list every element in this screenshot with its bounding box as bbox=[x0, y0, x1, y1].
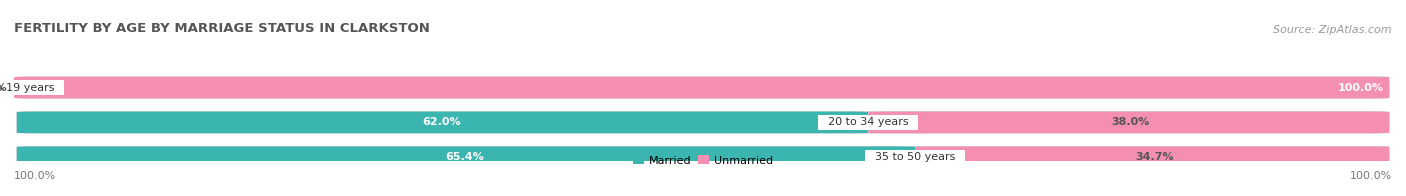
Legend: Married, Unmarried: Married, Unmarried bbox=[628, 151, 778, 170]
FancyBboxPatch shape bbox=[17, 77, 1389, 98]
Text: FERTILITY BY AGE BY MARRIAGE STATUS IN CLARKSTON: FERTILITY BY AGE BY MARRIAGE STATUS IN C… bbox=[14, 22, 430, 35]
Text: 62.0%: 62.0% bbox=[422, 117, 461, 127]
FancyBboxPatch shape bbox=[17, 112, 869, 133]
FancyBboxPatch shape bbox=[17, 146, 915, 168]
FancyBboxPatch shape bbox=[17, 146, 1389, 168]
FancyBboxPatch shape bbox=[14, 77, 1389, 98]
Text: 35 to 50 years: 35 to 50 years bbox=[868, 152, 962, 162]
FancyBboxPatch shape bbox=[915, 146, 1389, 168]
Text: Source: ZipAtlas.com: Source: ZipAtlas.com bbox=[1274, 25, 1392, 35]
Text: 38.0%: 38.0% bbox=[1111, 117, 1149, 127]
Text: 100.0%: 100.0% bbox=[1350, 171, 1392, 181]
Text: 15 to 19 years: 15 to 19 years bbox=[0, 83, 62, 93]
FancyBboxPatch shape bbox=[869, 112, 1389, 133]
Text: 100.0%: 100.0% bbox=[14, 171, 56, 181]
Text: 0.0%: 0.0% bbox=[0, 83, 7, 93]
FancyBboxPatch shape bbox=[17, 112, 1389, 133]
Text: 34.7%: 34.7% bbox=[1135, 152, 1174, 162]
Text: 100.0%: 100.0% bbox=[1337, 83, 1384, 93]
Text: 65.4%: 65.4% bbox=[446, 152, 484, 162]
Text: 20 to 34 years: 20 to 34 years bbox=[821, 117, 915, 127]
